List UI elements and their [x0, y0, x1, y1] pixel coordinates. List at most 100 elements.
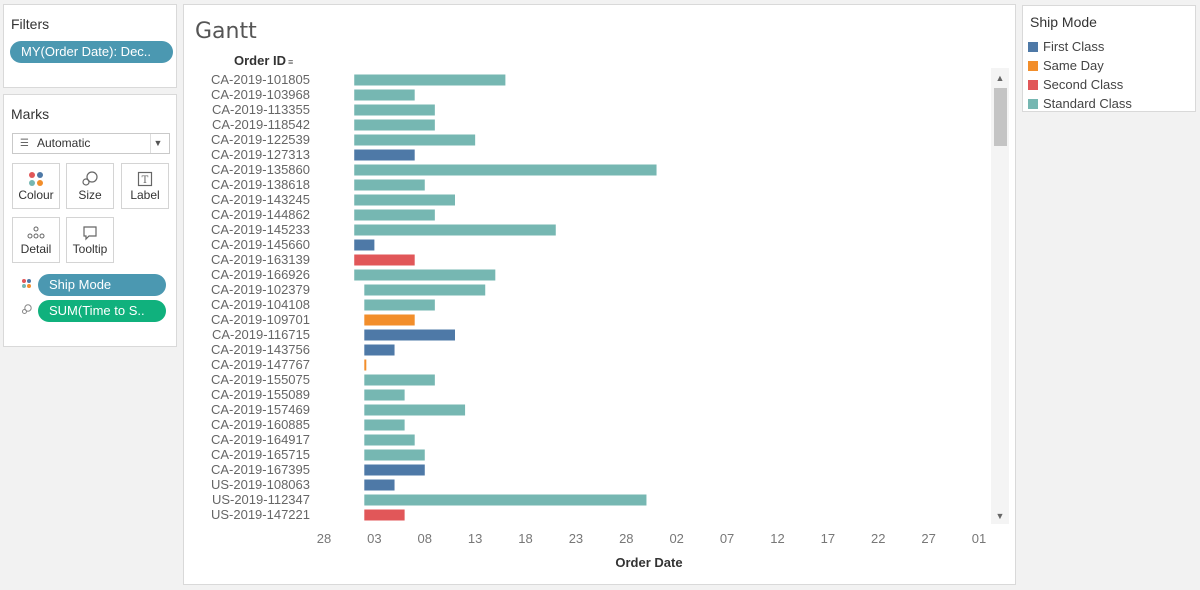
gantt-bar[interactable]	[364, 419, 405, 431]
gantt-bar[interactable]	[354, 269, 496, 281]
gantt-bar[interactable]	[364, 494, 647, 506]
detail-card[interactable]: Detail	[12, 217, 60, 263]
order-id-label[interactable]: CA-2019-167395	[211, 462, 310, 477]
order-id-label[interactable]: CA-2019-102379	[211, 282, 310, 297]
gantt-bar[interactable]	[354, 209, 435, 221]
gantt-bar[interactable]	[364, 299, 435, 311]
size-icon	[67, 171, 113, 187]
filters-panel: Filters MY(Order Date): Dec..	[3, 4, 177, 88]
order-id-label[interactable]: CA-2019-113355	[212, 102, 310, 117]
scroll-down-icon[interactable]: ▼	[995, 511, 1005, 521]
order-id-label[interactable]: CA-2019-163139	[211, 252, 310, 267]
tooltip-card[interactable]: Tooltip	[66, 217, 114, 263]
ship-mode-legend: Ship Mode First Class Same Day Second Cl…	[1022, 5, 1196, 112]
label-icon: T	[122, 171, 168, 187]
order-id-label[interactable]: US-2019-112347	[212, 492, 310, 507]
gantt-bar[interactable]	[364, 404, 466, 416]
order-id-label[interactable]: CA-2019-144862	[211, 207, 310, 222]
order-id-label[interactable]: CA-2019-155089	[211, 387, 310, 402]
gantt-bar[interactable]	[364, 284, 486, 296]
gantt-bar[interactable]	[364, 449, 425, 461]
legend-swatch	[1028, 99, 1038, 109]
order-id-label[interactable]: CA-2019-127313	[211, 147, 310, 162]
order-id-label[interactable]: CA-2019-103968	[211, 87, 310, 102]
scroll-thumb[interactable]	[994, 88, 1007, 146]
size-card[interactable]: Size	[66, 163, 114, 209]
order-id-label[interactable]: US-2019-147221	[211, 507, 310, 522]
order-id-label[interactable]: CA-2019-157469	[211, 402, 310, 417]
gantt-bar[interactable]	[354, 164, 657, 176]
legend-item-standard-class[interactable]: Standard Class	[1028, 95, 1132, 113]
gantt-bar[interactable]	[354, 194, 455, 206]
gantt-bar[interactable]	[354, 89, 415, 101]
colour-card[interactable]: Colour	[12, 163, 60, 209]
legend-swatch	[1028, 42, 1038, 52]
svg-text:T: T	[142, 175, 149, 186]
x-tick-label: 28	[317, 531, 331, 546]
order-id-label[interactable]: CA-2019-155075	[211, 372, 310, 387]
order-id-label[interactable]: CA-2019-147767	[211, 357, 310, 372]
gantt-bar[interactable]	[364, 389, 405, 401]
gantt-bar[interactable]	[354, 254, 415, 266]
scroll-up-icon[interactable]: ▲	[995, 73, 1005, 83]
gantt-bar[interactable]	[364, 374, 435, 386]
gantt-bar[interactable]	[364, 464, 425, 476]
legend-swatch	[1028, 61, 1038, 71]
order-id-label[interactable]: CA-2019-116715	[212, 327, 310, 342]
order-id-label[interactable]: CA-2019-145233	[211, 222, 310, 237]
gantt-bar[interactable]	[364, 314, 415, 326]
order-id-label[interactable]: CA-2019-165715	[211, 447, 310, 462]
gantt-bar[interactable]	[354, 119, 435, 131]
order-id-label[interactable]: CA-2019-166926	[211, 267, 310, 282]
legend-item-same-day[interactable]: Same Day	[1028, 57, 1104, 75]
order-id-label[interactable]: CA-2019-138618	[211, 177, 310, 192]
gantt-bar[interactable]	[364, 434, 415, 446]
x-tick-label: 27	[921, 531, 935, 546]
gantt-bar[interactable]	[354, 224, 556, 236]
gantt-bar[interactable]	[354, 134, 476, 146]
order-id-header[interactable]: Order ID ≡	[234, 53, 293, 68]
gantt-bar[interactable]	[364, 359, 367, 371]
legend-item-first-class[interactable]: First Class	[1028, 38, 1104, 56]
order-id-label[interactable]: CA-2019-160885	[211, 417, 310, 432]
gantt-bar[interactable]	[354, 74, 506, 86]
order-id-label[interactable]: CA-2019-164917	[211, 432, 310, 447]
order-id-label[interactable]: CA-2019-145660	[211, 237, 310, 252]
filter-pill-order-date[interactable]: MY(Order Date): Dec..	[10, 41, 173, 63]
legend-item-second-class[interactable]: Second Class	[1028, 76, 1123, 94]
colour-dots-icon	[21, 278, 32, 292]
gantt-bar[interactable]	[364, 329, 455, 341]
order-id-label[interactable]: CA-2019-109701	[211, 312, 310, 327]
order-id-label[interactable]: CA-2019-122539	[211, 132, 310, 147]
legend-label: Second Class	[1043, 77, 1124, 92]
order-id-label[interactable]: CA-2019-118542	[212, 117, 310, 132]
order-id-label[interactable]: US-2019-108063	[211, 477, 310, 492]
gantt-bar[interactable]	[364, 344, 395, 356]
legend-label: Standard Class	[1043, 96, 1132, 111]
chevron-down-icon[interactable]: ▼	[150, 134, 165, 153]
mark-type-label: Automatic	[37, 136, 91, 150]
sum-time-to-ship-pill[interactable]: SUM(Time to S..	[38, 300, 166, 322]
worksheet-title: Gantt	[195, 19, 257, 44]
order-id-label[interactable]: CA-2019-143245	[211, 192, 310, 207]
gantt-chart: CA-2019-101805CA-2019-103968CA-2019-1133…	[211, 72, 657, 522]
gantt-bar[interactable]	[354, 239, 375, 251]
gantt-bar[interactable]	[364, 509, 405, 521]
order-id-label[interactable]: CA-2019-143756	[211, 342, 310, 357]
vertical-scrollbar[interactable]: ▲ ▼	[991, 68, 1009, 524]
ship-mode-pill[interactable]: Ship Mode	[38, 274, 166, 296]
gantt-bar[interactable]	[354, 149, 415, 161]
order-id-header-label: Order ID	[234, 53, 287, 68]
gantt-bar[interactable]	[354, 104, 435, 116]
label-card[interactable]: T Label	[121, 163, 169, 209]
mark-type-dropdown[interactable]: ☰ Automatic ▼	[12, 133, 170, 154]
sort-icon[interactable]: ≡	[288, 57, 294, 67]
order-id-label[interactable]: CA-2019-135860	[211, 162, 310, 177]
gantt-bar[interactable]	[354, 179, 425, 191]
order-id-label[interactable]: CA-2019-104108	[211, 297, 310, 312]
x-tick-label: 08	[418, 531, 432, 546]
order-id-label[interactable]: CA-2019-101805	[211, 72, 310, 87]
gantt-bar[interactable]	[364, 479, 395, 491]
colour-card-label: Colour	[18, 188, 54, 202]
marks-title: Marks	[11, 106, 50, 122]
